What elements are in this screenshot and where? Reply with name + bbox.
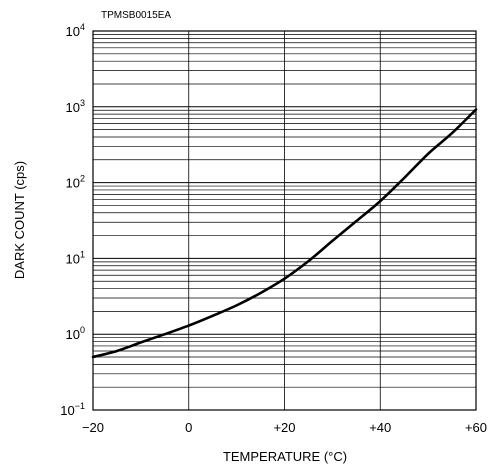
y-tick-label: 10−1 xyxy=(60,401,85,418)
y-tick-base: 10 xyxy=(60,403,74,418)
y-tick-base: 10 xyxy=(66,327,80,342)
x-tick-label: +60 xyxy=(465,420,487,435)
x-tick-label: +20 xyxy=(273,420,295,435)
y-tick-exponent: 3 xyxy=(80,98,85,108)
x-tick-label: +40 xyxy=(369,420,391,435)
plot-frame xyxy=(92,30,477,411)
y-tick-label: 103 xyxy=(66,98,85,115)
y-tick-exponent: 0 xyxy=(80,325,85,335)
figure-code-label: TPMSB0015EA xyxy=(101,10,171,21)
grid-lines xyxy=(92,31,477,410)
y-tick-base: 10 xyxy=(66,251,80,266)
y-tick-label: 104 xyxy=(66,22,85,39)
y-tick-base: 10 xyxy=(66,100,80,115)
y-tick-exponent: 2 xyxy=(80,174,85,184)
dark-count-curve xyxy=(91,108,478,359)
y-tick-label: 101 xyxy=(66,249,85,266)
y-tick-base: 10 xyxy=(66,176,80,191)
x-tick-label: 0 xyxy=(185,420,192,435)
y-tick-label: 102 xyxy=(66,174,85,191)
y-tick-exponent: −1 xyxy=(75,401,85,411)
x-axis-title: TEMPERATURE (°C) xyxy=(223,449,347,464)
y-axis-title: DARK COUNT (cps) xyxy=(12,161,27,279)
y-tick-exponent: 4 xyxy=(80,22,85,32)
x-tick-labels: −20 0 +20 +40 +60 xyxy=(82,420,487,435)
y-tick-base: 10 xyxy=(66,24,80,39)
y-tick-label: 100 xyxy=(66,325,85,342)
x-tick-label: −20 xyxy=(82,420,104,435)
y-tick-exponent: 1 xyxy=(80,249,85,259)
